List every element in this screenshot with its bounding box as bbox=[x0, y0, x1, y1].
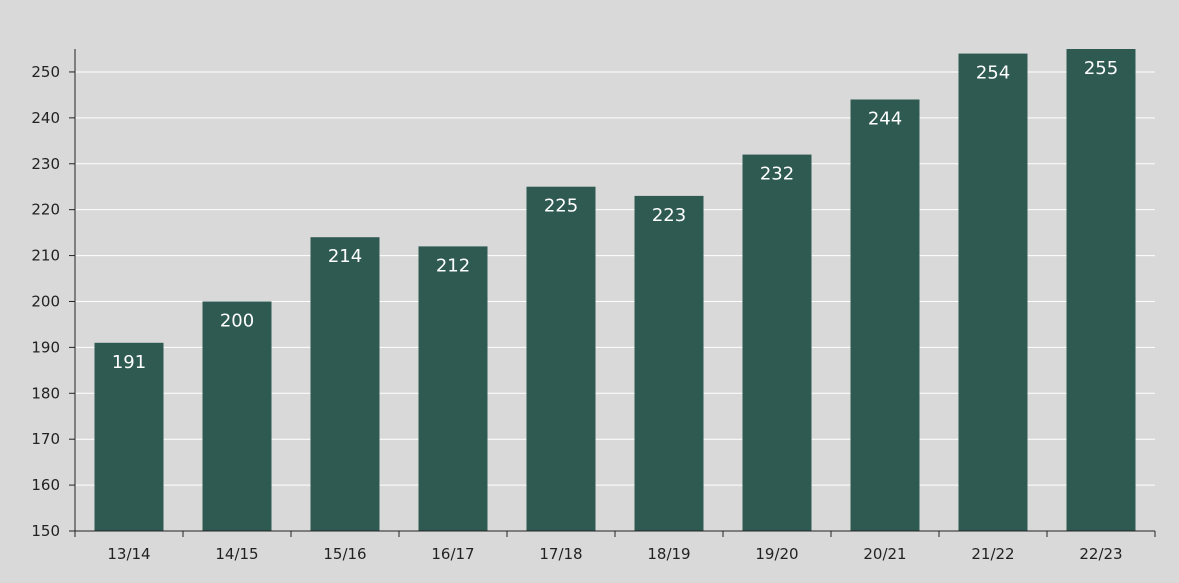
x-tick-label: 22/23 bbox=[1079, 545, 1122, 563]
data-label: 255 bbox=[1084, 58, 1118, 79]
x-tick-label: 21/22 bbox=[971, 545, 1014, 563]
data-label: 214 bbox=[328, 246, 362, 267]
x-tick-label: 15/16 bbox=[323, 545, 366, 563]
data-label: 244 bbox=[868, 108, 902, 129]
y-tick-label: 190 bbox=[31, 338, 60, 356]
bar-17-18 bbox=[526, 186, 596, 531]
y-tick-label: 230 bbox=[31, 155, 60, 173]
x-tick-label: 19/20 bbox=[755, 545, 798, 563]
data-labels: 191 200 214 212 225 223 232 244 254 255 bbox=[112, 58, 1118, 373]
data-label: 254 bbox=[976, 63, 1010, 84]
y-axis-ticks: 150 160 170 180 190 200 210 220 230 240 250 bbox=[31, 63, 75, 540]
x-tick-label: 20/21 bbox=[863, 545, 906, 563]
x-tick-label: 17/18 bbox=[539, 545, 582, 563]
x-tick-label: 13/14 bbox=[107, 545, 150, 563]
x-tick-label: 16/17 bbox=[431, 545, 474, 563]
bar-15-16 bbox=[310, 237, 380, 531]
y-tick-label: 150 bbox=[31, 522, 60, 540]
y-tick-label: 220 bbox=[31, 201, 60, 219]
y-tick-label: 240 bbox=[31, 109, 60, 127]
data-label: 223 bbox=[652, 205, 686, 226]
y-tick-label: 170 bbox=[31, 430, 60, 448]
y-tick-label: 210 bbox=[31, 247, 60, 265]
data-label: 200 bbox=[220, 310, 254, 331]
bar-20-21 bbox=[850, 99, 920, 531]
bars bbox=[94, 49, 1136, 532]
data-label: 191 bbox=[112, 352, 146, 373]
bar-21-22 bbox=[958, 53, 1028, 531]
bar-22-23 bbox=[1066, 49, 1136, 531]
data-label: 212 bbox=[436, 255, 470, 276]
bar-14-15 bbox=[202, 301, 272, 531]
x-axis-ticks: 13/14 14/15 15/16 16/17 17/18 18/19 19/20 20/21… bbox=[74, 531, 1156, 563]
bar-19-20 bbox=[742, 154, 812, 532]
y-tick-label: 160 bbox=[31, 476, 60, 494]
data-label: 225 bbox=[544, 196, 578, 217]
x-tick-label: 14/15 bbox=[215, 545, 258, 563]
y-tick-label: 250 bbox=[31, 63, 60, 81]
bar-13-14 bbox=[94, 342, 164, 531]
x-tick-label: 18/19 bbox=[647, 545, 690, 563]
data-label: 232 bbox=[760, 164, 794, 185]
bar-16-17 bbox=[418, 246, 488, 531]
bar-18-19 bbox=[634, 195, 704, 531]
y-tick-label: 180 bbox=[31, 384, 60, 402]
y-tick-label: 200 bbox=[31, 292, 60, 310]
